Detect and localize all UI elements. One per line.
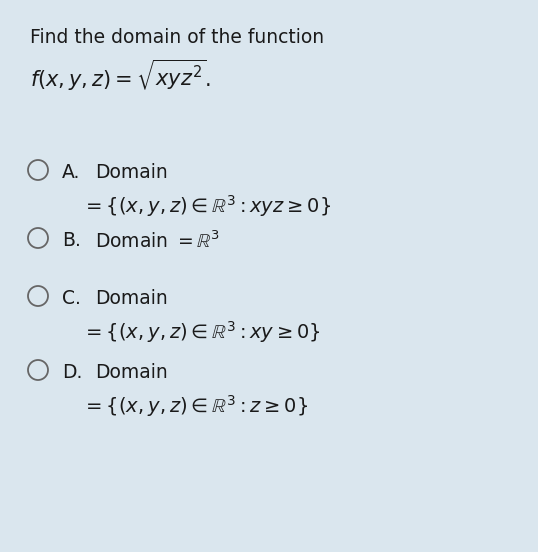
Text: Domain: Domain — [95, 289, 168, 308]
Text: Find the domain of the function: Find the domain of the function — [30, 28, 324, 47]
Text: D.: D. — [62, 363, 82, 382]
Text: C.: C. — [62, 289, 81, 308]
Text: Domain: Domain — [95, 163, 168, 182]
Text: Domain: Domain — [95, 363, 168, 382]
Text: $f(x, y, z) = \sqrt{xyz^2}.$: $f(x, y, z) = \sqrt{xyz^2}.$ — [30, 58, 211, 93]
Text: $= \{(x, y, z) \in \mathbb{R}^3 : z \geq 0\}$: $= \{(x, y, z) \in \mathbb{R}^3 : z \geq… — [82, 393, 308, 419]
Text: $= \{(x, y, z) \in \mathbb{R}^3 : xy \geq 0\}$: $= \{(x, y, z) \in \mathbb{R}^3 : xy \ge… — [82, 319, 321, 345]
Text: Domain $= \mathbb{R}^3$: Domain $= \mathbb{R}^3$ — [95, 231, 220, 252]
Text: $= \{(x, y, z) \in \mathbb{R}^3 : xyz \geq 0\}$: $= \{(x, y, z) \in \mathbb{R}^3 : xyz \g… — [82, 193, 331, 219]
Text: B.: B. — [62, 231, 81, 250]
Text: A.: A. — [62, 163, 80, 182]
